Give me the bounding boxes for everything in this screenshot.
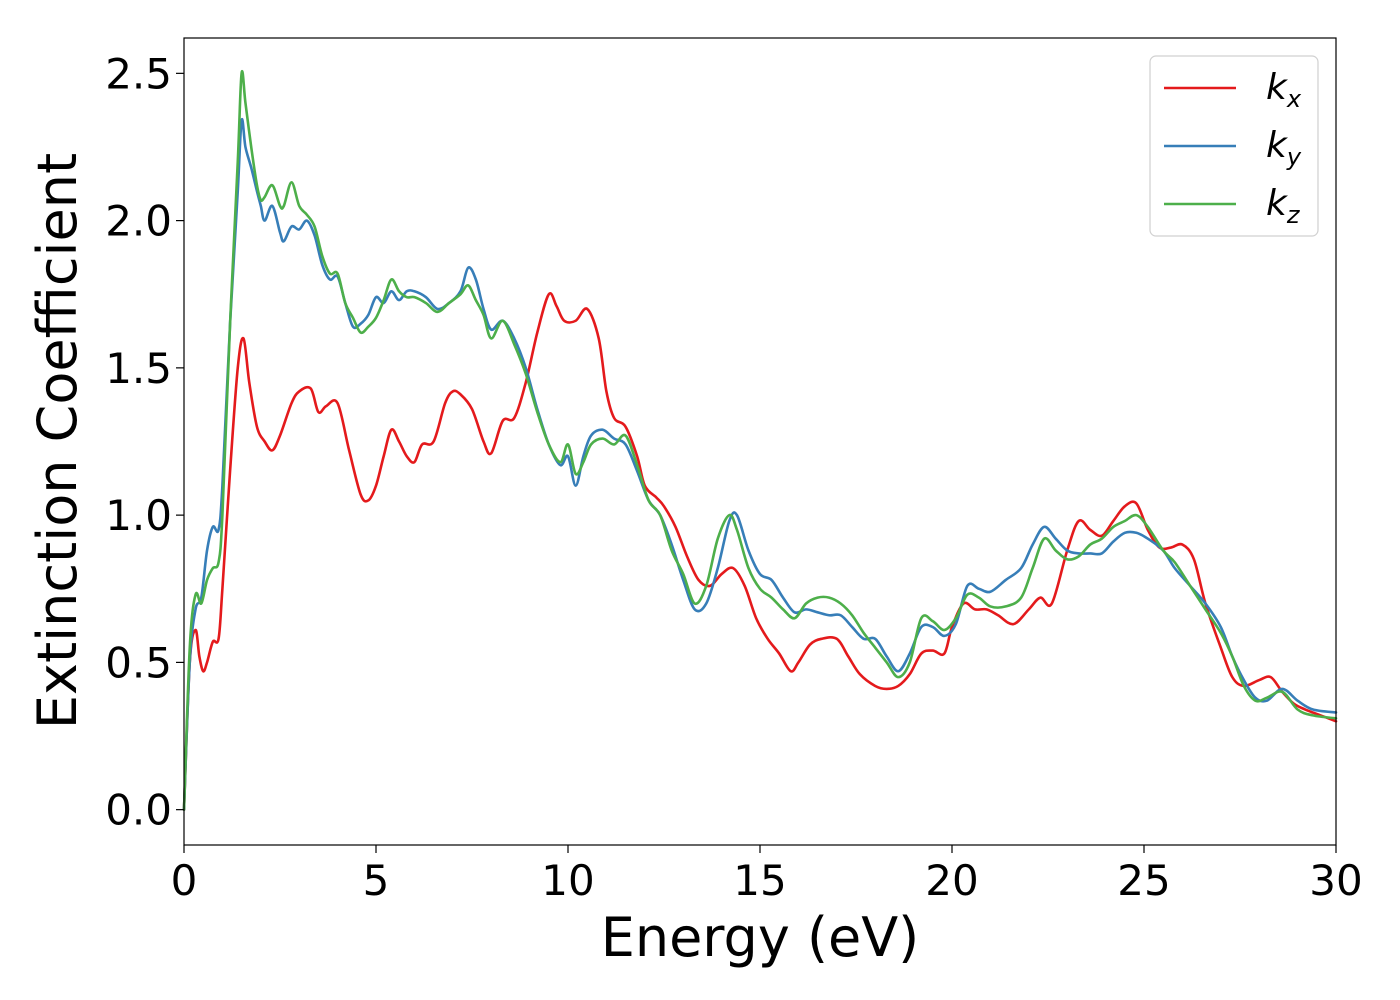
y-tick-label: 2.5 xyxy=(105,49,172,98)
series-layer xyxy=(182,69,1338,811)
x-tick-label: 20 xyxy=(925,856,978,905)
x-tick-label: 10 xyxy=(541,856,594,905)
y-tick-label: 1.5 xyxy=(105,344,172,393)
x-axis-ticks: 0 5 10 15 20 25 30 xyxy=(171,845,1363,905)
y-tick-label: 0.5 xyxy=(105,638,172,687)
legend-label-ky: ky xyxy=(1266,125,1302,171)
legend-label-kz: kz xyxy=(1266,183,1301,229)
x-tick-label: 5 xyxy=(363,856,390,905)
legend: kx ky kz xyxy=(1149,55,1319,237)
y-tick-label: 2.0 xyxy=(105,197,172,246)
y-axis-title: Extinction Coefficient xyxy=(26,153,89,729)
series-line-kz xyxy=(182,69,1338,811)
legend-label-kx: kx xyxy=(1266,67,1302,113)
x-tick-label: 25 xyxy=(1117,856,1170,905)
series-line-kx xyxy=(182,291,1338,811)
series-line-ky xyxy=(182,117,1338,811)
y-tick-label: 0.0 xyxy=(105,786,172,835)
x-tick-label: 15 xyxy=(733,856,786,905)
x-tick-label: 0 xyxy=(171,856,198,905)
y-axis-ticks: 0.0 0.5 1.0 1.5 2.0 2.5 xyxy=(105,49,184,835)
y-tick-label: 1.0 xyxy=(105,491,172,540)
x-tick-label: 30 xyxy=(1309,856,1362,905)
x-axis-title: Energy (eV) xyxy=(601,906,920,969)
